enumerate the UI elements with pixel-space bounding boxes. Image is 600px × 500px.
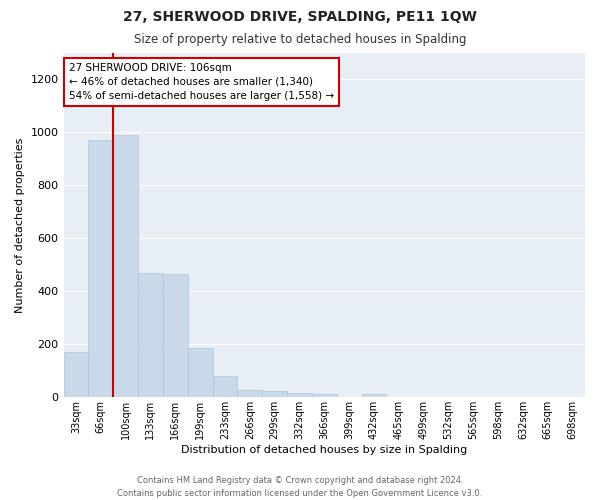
Text: 27, SHERWOOD DRIVE, SPALDING, PE11 1QW: 27, SHERWOOD DRIVE, SPALDING, PE11 1QW — [123, 10, 477, 24]
Bar — [212, 376, 238, 398]
Bar — [64, 352, 88, 398]
Bar — [188, 348, 212, 398]
Bar — [312, 394, 337, 398]
Text: Contains HM Land Registry data © Crown copyright and database right 2024.
Contai: Contains HM Land Registry data © Crown c… — [118, 476, 482, 498]
Text: Size of property relative to detached houses in Spalding: Size of property relative to detached ho… — [134, 32, 466, 46]
Bar — [88, 140, 113, 398]
Text: 27 SHERWOOD DRIVE: 106sqm
← 46% of detached houses are smaller (1,340)
54% of se: 27 SHERWOOD DRIVE: 106sqm ← 46% of detac… — [69, 63, 334, 101]
Bar — [113, 134, 138, 398]
X-axis label: Distribution of detached houses by size in Spalding: Distribution of detached houses by size … — [181, 445, 467, 455]
Bar — [362, 394, 386, 398]
Bar — [262, 392, 287, 398]
Y-axis label: Number of detached properties: Number of detached properties — [15, 137, 25, 312]
Bar — [138, 272, 163, 398]
Bar — [238, 390, 262, 398]
Bar — [287, 392, 312, 398]
Bar — [163, 274, 188, 398]
